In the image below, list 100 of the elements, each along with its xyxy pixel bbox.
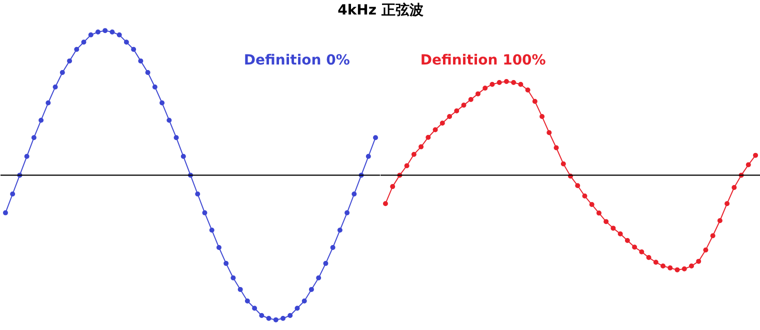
point xyxy=(81,40,86,45)
chart-title: 4kHz 正弦波 xyxy=(338,2,424,19)
point xyxy=(337,228,342,233)
point xyxy=(38,118,44,123)
point xyxy=(102,28,108,34)
point xyxy=(746,162,751,168)
point xyxy=(294,306,300,311)
point xyxy=(10,192,16,196)
point xyxy=(668,265,673,270)
point xyxy=(316,275,322,280)
point xyxy=(724,201,730,206)
point xyxy=(411,152,416,157)
point xyxy=(166,118,172,123)
point xyxy=(31,135,36,140)
point xyxy=(344,210,350,216)
text: Definition 0% xyxy=(244,52,350,68)
point xyxy=(238,286,243,292)
point xyxy=(46,100,51,106)
point xyxy=(660,264,666,269)
point xyxy=(646,255,652,260)
point xyxy=(418,144,424,150)
point xyxy=(209,228,214,233)
point xyxy=(273,317,278,322)
point xyxy=(224,260,229,266)
point xyxy=(124,40,129,45)
point xyxy=(52,84,58,90)
point xyxy=(202,210,208,216)
point xyxy=(252,306,258,311)
point xyxy=(382,201,388,206)
point xyxy=(518,82,524,87)
point xyxy=(280,316,286,321)
point xyxy=(575,183,580,188)
point xyxy=(604,219,609,224)
point xyxy=(624,238,630,243)
point xyxy=(717,218,722,224)
point xyxy=(511,80,516,85)
series-label: Definition 100% xyxy=(420,52,546,68)
point xyxy=(710,233,716,238)
point xyxy=(24,154,30,159)
point xyxy=(560,161,566,166)
point xyxy=(475,91,480,96)
point xyxy=(546,130,552,136)
point xyxy=(554,145,559,150)
point xyxy=(138,58,144,64)
point xyxy=(404,163,410,168)
point xyxy=(426,134,431,140)
point xyxy=(440,120,445,126)
point xyxy=(618,231,623,236)
point xyxy=(632,244,638,250)
point xyxy=(454,108,460,114)
point xyxy=(323,260,328,266)
point xyxy=(88,32,94,38)
point xyxy=(696,258,702,264)
point xyxy=(468,97,474,102)
point xyxy=(174,135,179,140)
point xyxy=(461,102,466,108)
point xyxy=(482,86,488,91)
point xyxy=(60,70,65,76)
point xyxy=(145,70,150,76)
point xyxy=(160,100,165,106)
point xyxy=(131,46,136,52)
point xyxy=(532,98,538,104)
point xyxy=(753,152,758,158)
point xyxy=(688,264,694,269)
point xyxy=(490,82,495,87)
point xyxy=(288,312,293,318)
point xyxy=(180,154,186,159)
point xyxy=(366,154,371,159)
point xyxy=(447,114,452,120)
point xyxy=(639,249,644,254)
point xyxy=(216,245,222,250)
point xyxy=(610,226,616,231)
point xyxy=(525,88,530,93)
point xyxy=(74,46,80,52)
point xyxy=(432,127,438,132)
point xyxy=(496,80,502,85)
point xyxy=(504,79,509,84)
point xyxy=(703,247,708,252)
point xyxy=(244,298,250,304)
point xyxy=(195,192,200,196)
point xyxy=(259,312,264,318)
point xyxy=(152,84,158,90)
point xyxy=(302,298,307,304)
point xyxy=(308,286,314,292)
point xyxy=(2,210,8,216)
point xyxy=(330,245,336,250)
point xyxy=(732,185,737,190)
point xyxy=(653,260,658,265)
point xyxy=(230,275,236,280)
point xyxy=(390,184,396,190)
point xyxy=(589,202,594,208)
point xyxy=(540,114,545,120)
point xyxy=(95,30,100,35)
point xyxy=(682,266,687,272)
point xyxy=(110,30,115,35)
point xyxy=(582,194,588,199)
point xyxy=(674,267,680,272)
point xyxy=(67,58,72,64)
point xyxy=(266,316,272,321)
point xyxy=(373,135,378,140)
